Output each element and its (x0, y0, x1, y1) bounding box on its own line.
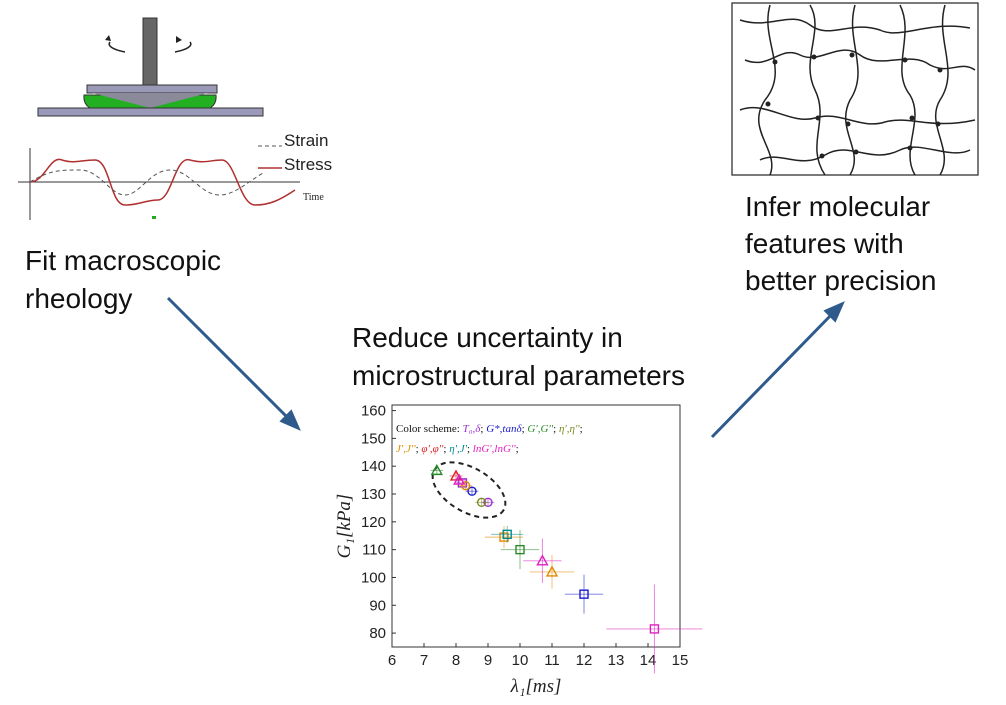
legend-label: Stress (284, 155, 332, 174)
arrow (166, 296, 845, 439)
legend: Color scheme: T₀,δ; G*,tanδ; G',G''; η',… (396, 423, 583, 435)
legend-separator: ; (516, 443, 519, 455)
highlight-ellipse (431, 461, 507, 519)
legend-separator: ; (522, 423, 528, 435)
legend-title: Color scheme: (396, 423, 463, 435)
caption: Fit macroscopic (25, 245, 221, 276)
marker-square (579, 589, 589, 599)
legend-separator: ; (416, 443, 422, 455)
legend-label: Strain (284, 131, 328, 150)
axis-label: Time (303, 192, 324, 203)
x-tick-label: 7 (420, 652, 428, 669)
y-tick-label: 160 (361, 403, 386, 420)
caption: features with (745, 228, 904, 259)
caption: better precision (745, 265, 936, 296)
legend-label: φ',φ'' (421, 443, 444, 455)
rheometer (37, 17, 264, 117)
x-tick-label: 12 (576, 652, 593, 669)
x-tick-label: 14 (640, 652, 657, 669)
y-tick-label: 140 (361, 458, 386, 475)
marker-square (502, 529, 512, 540)
marker-triangle (453, 473, 466, 485)
legend-separator: ; (553, 423, 559, 435)
y-tick-label: 110 (362, 542, 386, 559)
legend-label: G',G'' (527, 423, 553, 435)
y-axis-label: G₁[kPa] (334, 494, 355, 559)
caption: Reduce uncertainty in (352, 322, 623, 353)
plot-frame (391, 404, 681, 648)
x-axis-label: λ₁[ms] (510, 676, 562, 697)
waveform: Strain Stress Time (18, 131, 332, 220)
caption: rheology (25, 283, 132, 314)
y-tick-label: 150 (361, 430, 386, 447)
marker-square (515, 544, 525, 555)
marker-circle (467, 486, 477, 496)
marker-square (649, 624, 660, 634)
marker-triangle (536, 554, 549, 566)
x-tick-label: 9 (484, 652, 492, 669)
legend-label: lnG',lnG'' (473, 443, 516, 455)
x-tick-label: 6 (388, 652, 396, 669)
marker-circle (460, 480, 471, 491)
y-tick-label: 130 (361, 486, 386, 503)
caption: microstructural parameters (352, 360, 685, 391)
x-tick-label: 13 (608, 652, 625, 669)
caption: Infer molecular (745, 191, 930, 222)
legend-separator: ; (443, 443, 449, 455)
y-tick-label: 80 (369, 625, 386, 642)
marker-circle (476, 497, 487, 508)
y-tick-label: 120 (361, 514, 386, 531)
legend: J',J''; φ',φ''; η',J'; lnG',lnG''; (396, 443, 519, 455)
legend-label: η',J' (449, 443, 467, 455)
legend-label: J',J'' (396, 443, 416, 455)
legend-separator: ; (480, 423, 486, 435)
marker-square (499, 532, 509, 542)
x-tick-label: 11 (544, 652, 560, 669)
marker-triangle (545, 565, 559, 577)
legend-label: T₀,δ (463, 423, 482, 435)
y-tick-label: 90 (369, 597, 386, 614)
legend-separator: ; (580, 423, 583, 435)
x-tick-label: 10 (512, 652, 529, 669)
x-tick-label: 8 (452, 652, 460, 669)
legend-label: G*,tanδ (486, 423, 522, 435)
x-tick-label: 15 (672, 652, 689, 669)
y-tick-label: 100 (361, 569, 386, 586)
network (731, 2, 979, 176)
marker-triangle (430, 463, 443, 476)
legend-separator: ; (467, 443, 473, 455)
chart: 6 7 8 9 10 11 12 13 14 15 80 90 100 110 120 130 140 150 16… (334, 403, 703, 697)
legend-label: η',η'' (559, 423, 580, 435)
